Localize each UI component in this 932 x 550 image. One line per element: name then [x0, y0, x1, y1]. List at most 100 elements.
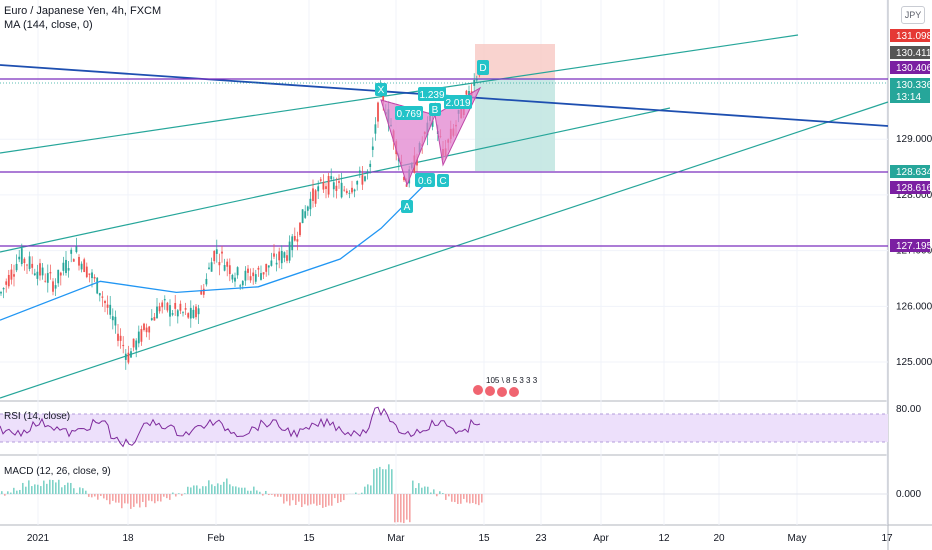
macd-bar [286, 494, 288, 502]
macd-bar [148, 494, 150, 501]
macd-bar [325, 494, 327, 507]
candle-body [127, 352, 130, 363]
candle-body [28, 256, 31, 269]
channel-middle-line[interactable] [0, 107, 671, 253]
macd-bar [175, 494, 177, 497]
macd-bar [322, 494, 324, 508]
macd-bar [373, 469, 375, 494]
ratio-ac: 0.6 [415, 173, 435, 187]
macd-bar [10, 492, 12, 494]
macd-bar [472, 494, 474, 503]
candle-body [109, 304, 112, 315]
macd-bar [403, 494, 405, 524]
price-tag: 131.098 [890, 29, 932, 42]
price-tick-label: 125.000 [896, 357, 932, 368]
candle-body [7, 274, 10, 287]
candle-body [257, 267, 260, 270]
event-marker[interactable] [509, 387, 519, 397]
macd-bar [160, 494, 162, 502]
price-tag-bg [890, 181, 930, 194]
candle-body [135, 340, 138, 350]
candle-body [364, 176, 366, 181]
macd-bar [28, 480, 30, 494]
candle-body [140, 329, 143, 342]
event-marker[interactable] [473, 385, 483, 395]
macd-bar [445, 494, 447, 500]
macd-bar [454, 494, 456, 503]
pattern-point-b-label: B [432, 105, 439, 116]
time-label: 2021 [27, 533, 50, 544]
price-tag-label: 128.616 [896, 183, 932, 194]
candle-body [283, 252, 286, 258]
position-target-zone[interactable] [475, 78, 555, 171]
macd-bar [190, 487, 192, 494]
time-label: 20 [713, 533, 725, 544]
macd-bar [229, 484, 231, 494]
candle-body [75, 246, 78, 253]
time-label: Mar [387, 533, 405, 544]
event-marker[interactable] [497, 387, 507, 397]
macd-bar [127, 494, 129, 504]
candle-body [192, 309, 195, 318]
pattern-point-x: X [375, 83, 387, 96]
symbol-title[interactable]: Euro / Japanese Yen, 4h, FXCM [4, 5, 162, 17]
price-tag: 13:14 [890, 90, 930, 103]
candle-body [416, 159, 418, 166]
ma-144-line[interactable] [0, 174, 435, 321]
channel-lower-line[interactable] [0, 101, 889, 399]
ma-indicator-label[interactable]: MA (144, close, 0) [4, 19, 93, 31]
rsi-line[interactable] [0, 406, 481, 448]
macd-bar [334, 494, 336, 499]
price-tag-label: 130.336 [896, 80, 932, 91]
candle-body [208, 267, 210, 269]
candle-body [49, 272, 52, 274]
macd-bar [475, 494, 477, 505]
candle-body [62, 262, 65, 271]
candle-body [332, 182, 335, 190]
candle-body [10, 269, 13, 280]
price-tag-label: 13:14 [896, 92, 921, 103]
pattern-point-c-label: C [439, 176, 446, 187]
price-tag-bg [890, 29, 930, 42]
macd-bar [154, 494, 156, 504]
candle-body [132, 338, 135, 348]
macd-bar [202, 486, 204, 494]
macd-bar [193, 485, 195, 494]
macd-bar [376, 468, 378, 494]
ratio-bd: 2.019 [444, 95, 472, 109]
candle-body [314, 190, 317, 204]
macd-bar [64, 485, 66, 494]
macd-bar [43, 480, 45, 494]
candle-body [39, 263, 41, 276]
candle-body [98, 293, 101, 296]
macd-bar [199, 488, 201, 494]
currency-button[interactable]: JPY [901, 6, 925, 24]
candle-body [91, 272, 93, 279]
candle-body [377, 102, 379, 122]
macd-bar [13, 487, 15, 494]
candle-body [150, 318, 153, 321]
macd-bar [55, 482, 57, 494]
channel-upper-line[interactable] [0, 34, 799, 154]
rsi-level-label: 80.00 [896, 404, 921, 415]
macd-bar [1, 491, 3, 494]
pattern-bd-line [434, 87, 481, 116]
event-marker[interactable] [485, 386, 495, 396]
events-markers[interactable]: 105 \ 8 5 3 3 3 [473, 376, 538, 397]
candle-body [174, 302, 177, 309]
macd-bar [460, 494, 462, 504]
candle-body [260, 273, 262, 280]
candle-body [265, 263, 268, 272]
candle-body [18, 256, 21, 260]
pattern-point-d-label: D [479, 63, 486, 74]
candle-body [296, 239, 299, 242]
macd-level-label: 0.000 [896, 489, 921, 500]
candle-body [286, 255, 288, 261]
candle-body [226, 261, 229, 267]
candle-body [473, 79, 476, 86]
macd-bar [478, 494, 480, 506]
candle-body [93, 276, 96, 279]
candle-body [171, 313, 174, 315]
time-axis-labels: 2021 18 Feb 15 Mar 15 23 Apr 12 20 May 17 [27, 533, 893, 544]
